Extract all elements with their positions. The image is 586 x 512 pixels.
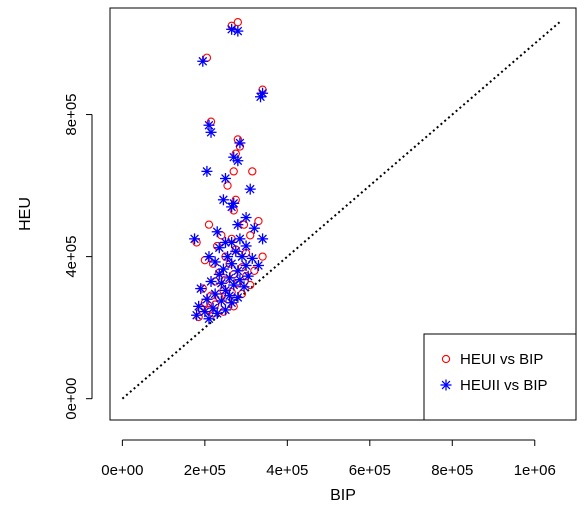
data-point-asterisk xyxy=(226,258,238,270)
y-tick-label: 8e+05 xyxy=(63,93,80,135)
legend-marker-asterisk xyxy=(440,379,452,391)
data-point-circle xyxy=(248,167,257,176)
y-axis: 0e+00 4e+05 8e+05 xyxy=(63,93,93,420)
data-point-asterisk xyxy=(236,251,248,263)
data-point-asterisk xyxy=(244,183,256,195)
x-tick-label: 8e+05 xyxy=(431,462,473,479)
data-point-asterisk xyxy=(240,240,252,252)
data-point-asterisk xyxy=(234,233,246,245)
y-tick-label: 0e+00 xyxy=(63,378,80,420)
reference-line xyxy=(121,21,561,400)
y-tick-label: 4e+05 xyxy=(63,236,80,278)
data-point-asterisk xyxy=(215,295,227,307)
data-point-asterisk xyxy=(205,275,217,287)
data-point-asterisk xyxy=(203,313,215,325)
reference-line-layer xyxy=(121,21,561,400)
data-point-asterisk xyxy=(226,201,238,213)
data-point-asterisk xyxy=(242,270,254,282)
data-point-circle xyxy=(229,167,238,176)
data-point-asterisk xyxy=(195,283,207,295)
series-2 xyxy=(189,23,269,325)
legend-box xyxy=(423,333,577,421)
legend-marker-circle xyxy=(441,354,451,364)
data-point-asterisk xyxy=(219,172,231,184)
data-point-asterisk xyxy=(191,309,203,321)
x-axis: 0e+00 2e+05 4e+05 6e+05 8e+05 1e+06 xyxy=(101,439,556,479)
data-point-asterisk xyxy=(222,251,234,263)
data-point-asterisk xyxy=(201,165,213,177)
data-point-circle xyxy=(254,216,263,226)
data-point-asterisk xyxy=(224,272,236,284)
legend-label: HEUI vs BIP xyxy=(460,351,543,368)
x-axis-title: BIP xyxy=(330,487,356,504)
plot-frame xyxy=(109,7,577,421)
data-point-asterisk xyxy=(189,233,201,245)
data-point-asterisk xyxy=(217,194,229,206)
data-point-asterisk xyxy=(219,304,231,316)
data-point-asterisk xyxy=(252,260,264,271)
data-point-asterisk xyxy=(209,256,221,268)
data-point-asterisk xyxy=(232,265,244,277)
legend: HEUI vs BIP HEUII vs BIP xyxy=(423,333,577,421)
data-point-asterisk xyxy=(226,236,238,248)
data-point-asterisk xyxy=(201,293,213,305)
data-point-asterisk xyxy=(246,252,258,264)
legend-label: HEUII vs BIP xyxy=(460,377,548,394)
x-tick-label: 0e+00 xyxy=(101,462,143,479)
data-point-circle xyxy=(258,252,267,261)
data-point-asterisk xyxy=(224,290,236,302)
data-point-asterisk xyxy=(209,288,221,300)
data-point-asterisk xyxy=(257,87,269,99)
data-point-asterisk xyxy=(213,268,225,280)
x-tick-label: 4e+05 xyxy=(266,462,308,479)
data-point-circle xyxy=(223,181,232,190)
points-layer xyxy=(189,18,269,325)
data-point-asterisk xyxy=(228,279,240,291)
data-point-asterisk xyxy=(215,277,227,289)
data-point-circle xyxy=(233,18,242,27)
data-point-asterisk xyxy=(211,226,223,238)
x-tick-label: 6e+05 xyxy=(349,462,391,479)
data-point-asterisk xyxy=(232,219,244,231)
data-point-circle xyxy=(246,231,255,240)
data-point-asterisk xyxy=(238,281,250,293)
data-point-asterisk xyxy=(211,307,223,319)
data-point-asterisk xyxy=(234,137,246,149)
data-point-asterisk xyxy=(213,242,225,254)
data-point-asterisk xyxy=(240,212,252,224)
y-axis-title: HEU xyxy=(17,197,34,231)
data-point-asterisk xyxy=(232,155,244,167)
data-point-asterisk xyxy=(232,25,244,37)
data-point-asterisk xyxy=(226,297,238,309)
data-point-asterisk xyxy=(248,222,260,234)
data-point-circle xyxy=(204,220,214,229)
data-point-asterisk xyxy=(257,233,269,245)
data-point-asterisk xyxy=(197,55,209,67)
x-tick-label: 1e+06 xyxy=(514,462,556,479)
x-tick-label: 2e+05 xyxy=(184,462,226,479)
data-point-circle xyxy=(246,280,255,290)
data-point-asterisk xyxy=(205,126,217,138)
data-point-asterisk xyxy=(203,119,215,131)
data-point-asterisk xyxy=(240,260,252,271)
